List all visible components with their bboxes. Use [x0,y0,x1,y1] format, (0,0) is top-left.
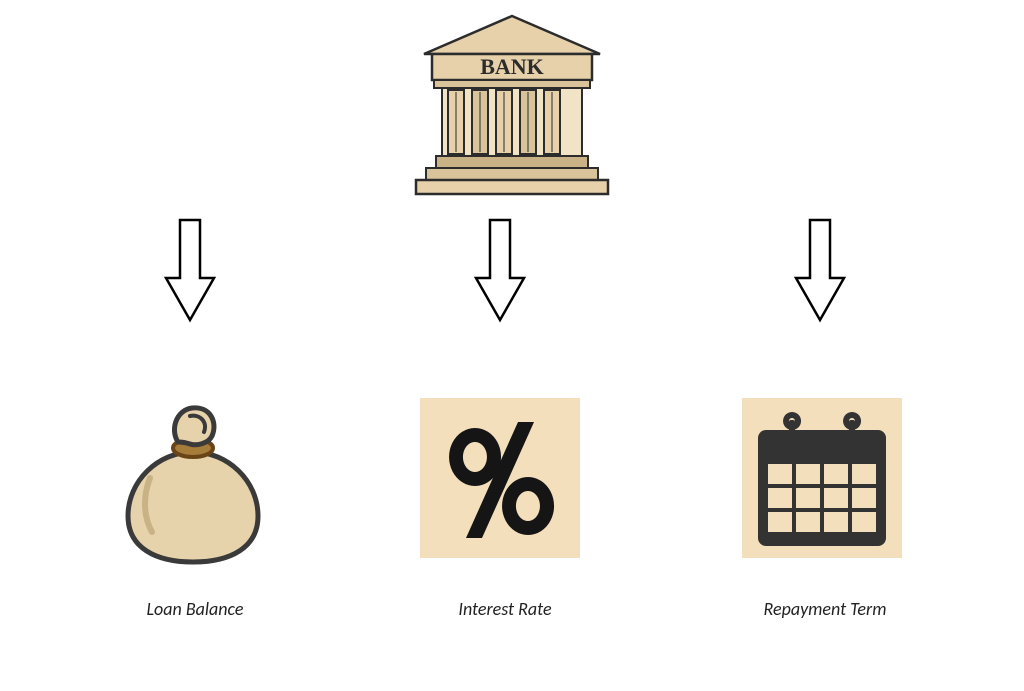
arrow-down-icon [472,216,528,326]
bank-sign-text: BANK [480,54,544,79]
money-sack-icon [118,396,268,566]
arrow-down-icon [792,216,848,326]
bank-icon: BANK [412,10,612,200]
percent-icon [420,398,580,558]
calendar-icon [742,398,902,558]
arrow-down-icon [162,216,218,326]
repayment-term-label: Repayment Term [735,598,915,620]
interest-rate-label: Interest Rate [430,598,580,620]
loan-balance-label: Loan Balance [115,598,275,620]
